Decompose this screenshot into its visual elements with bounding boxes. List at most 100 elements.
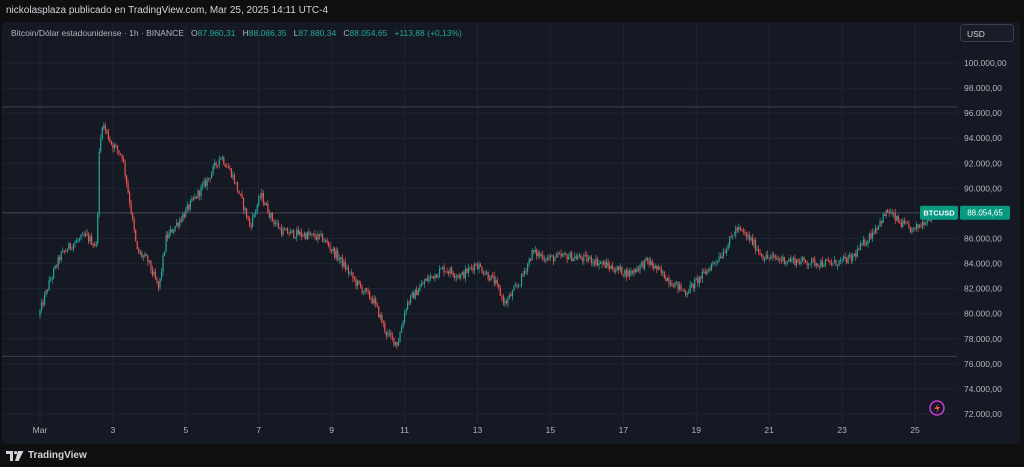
candle <box>726 246 728 256</box>
legend-change: +113,88 (+0,13%) <box>394 28 462 38</box>
candle <box>192 196 195 201</box>
candle <box>642 260 644 270</box>
candle <box>434 273 436 282</box>
currency-button[interactable]: USD <box>960 24 1014 42</box>
candle <box>920 222 922 229</box>
candle <box>481 266 483 274</box>
candle <box>876 227 878 234</box>
candle <box>681 289 684 291</box>
candle <box>378 306 380 318</box>
candle <box>182 211 184 223</box>
candle <box>631 270 634 276</box>
candle <box>179 216 181 229</box>
candle <box>441 266 444 270</box>
candle <box>858 247 860 251</box>
candle <box>455 273 457 282</box>
candle <box>843 254 845 263</box>
candle <box>341 254 343 270</box>
candle <box>871 228 874 242</box>
candle <box>414 289 416 300</box>
candle <box>268 209 270 219</box>
candle <box>150 259 152 274</box>
candle <box>549 253 552 261</box>
x-axis-tick-label: 23 <box>837 425 847 435</box>
candle <box>472 265 474 274</box>
candle <box>250 222 252 231</box>
candle <box>572 257 574 262</box>
candle <box>634 268 637 275</box>
candle <box>112 141 114 153</box>
bottom-bar: TradingView <box>0 444 1024 467</box>
candle <box>350 268 353 277</box>
candle <box>774 253 776 261</box>
candle <box>139 249 141 256</box>
candle <box>104 122 106 134</box>
candle <box>700 275 702 283</box>
candle <box>432 276 435 280</box>
candle <box>343 258 345 268</box>
candle <box>394 341 397 348</box>
candle <box>177 221 179 230</box>
candle <box>98 148 100 218</box>
y-axis-tick-label: 84.000,00 <box>964 259 1002 269</box>
candle <box>703 268 705 274</box>
candle <box>844 252 846 262</box>
candle <box>602 259 605 266</box>
candle <box>110 140 112 146</box>
candle <box>464 265 466 283</box>
publisher-caption: nickolasplaza publicado en TradingView.c… <box>6 5 329 16</box>
candle <box>732 235 734 240</box>
candle <box>133 216 135 234</box>
y-axis-tick-label: 86.000,00 <box>964 234 1002 244</box>
candle <box>771 251 773 262</box>
candle <box>764 256 766 264</box>
candle <box>249 216 251 228</box>
candle <box>422 281 424 285</box>
candle <box>274 219 277 227</box>
candle <box>444 271 447 273</box>
candle <box>189 199 191 212</box>
candle <box>214 159 216 170</box>
candle <box>492 272 494 279</box>
candle <box>598 260 600 270</box>
candle <box>446 267 448 275</box>
candle <box>397 338 400 347</box>
candlestick-chart[interactable]: 100.000,00 98.000,00 96.000,00 94.000,00 92.… <box>2 22 1020 444</box>
candle <box>396 341 398 350</box>
candle <box>375 296 377 308</box>
candle <box>724 248 726 254</box>
candle <box>413 290 415 299</box>
candle <box>60 250 62 263</box>
candle <box>267 199 269 214</box>
candle <box>74 240 76 248</box>
candle <box>575 253 577 260</box>
candle <box>618 265 620 275</box>
candle <box>738 223 740 233</box>
tradingview-logo[interactable]: TradingView <box>6 450 87 461</box>
candle <box>615 266 617 275</box>
candle <box>801 255 804 263</box>
candle <box>252 212 254 229</box>
candle <box>338 254 340 265</box>
replay-icon[interactable] <box>929 400 945 416</box>
candle <box>792 256 795 264</box>
chart-panel[interactable]: 100.000,00 98.000,00 96.000,00 94.000,00 92.… <box>2 22 1020 444</box>
candle <box>899 218 901 224</box>
candle <box>211 171 213 179</box>
candle <box>220 157 222 160</box>
candle <box>490 275 492 281</box>
candle <box>203 178 205 188</box>
candle <box>262 190 264 207</box>
candle <box>174 225 176 232</box>
candle <box>657 263 659 271</box>
candle <box>701 268 703 283</box>
candle <box>201 181 204 191</box>
candle <box>154 268 157 281</box>
candle <box>153 268 155 277</box>
candle <box>160 268 163 282</box>
candle <box>388 328 390 337</box>
candle <box>855 250 857 261</box>
candle <box>915 221 918 232</box>
candle <box>877 225 880 230</box>
candle <box>429 272 432 282</box>
